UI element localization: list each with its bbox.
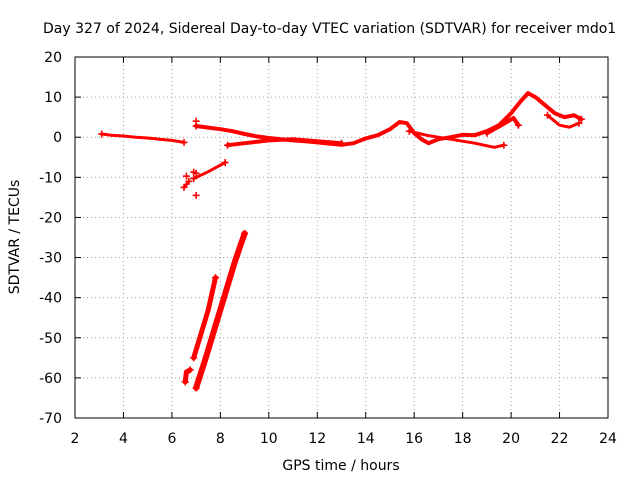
data-markers	[98, 111, 585, 392]
x-tick-label: 16	[405, 431, 423, 447]
series-arc-6	[545, 113, 581, 129]
y-tick-label: 10	[44, 90, 62, 106]
series-arc-2	[194, 91, 584, 147]
y-tick-label: -40	[39, 291, 62, 307]
x-tick-label: 4	[119, 431, 128, 447]
y-tick-label: -30	[39, 251, 62, 267]
x-tick-label: 22	[551, 431, 569, 447]
x-tick-label: 2	[71, 431, 80, 447]
x-tick-label: 20	[502, 431, 520, 447]
x-axis-label: GPS time / hours	[282, 458, 399, 474]
series-arc-11	[193, 230, 248, 391]
series-arc-7	[192, 161, 227, 180]
x-tick-label: 18	[454, 431, 472, 447]
axis-ticks	[74, 56, 609, 419]
series-arc-1	[100, 132, 186, 144]
series-arc-5	[484, 116, 521, 136]
y-tick-label: -70	[39, 411, 62, 427]
series-arc-10	[191, 275, 218, 361]
series-arc-3	[225, 137, 344, 148]
x-tick-label: 8	[216, 431, 225, 447]
x-tick-label: 14	[357, 431, 375, 447]
x-tick-label: 10	[260, 431, 278, 447]
x-tick-labels: 2 4 6 8 10 12 14 16 18 20 22 24	[71, 431, 617, 447]
series-arc-4	[407, 129, 506, 149]
y-tick-label: -60	[39, 371, 62, 387]
y-tick-labels: 20 10 0 -10 -20 -30 -40 -50 -60 -70	[39, 50, 62, 427]
chart-title: Day 327 of 2024, Sidereal Day-to-day VTE…	[43, 21, 616, 37]
data-series	[100, 91, 584, 391]
x-tick-label: 12	[308, 431, 326, 447]
y-tick-label: -20	[39, 210, 62, 226]
y-tick-label: 20	[44, 50, 62, 66]
y-tick-label: -10	[39, 170, 62, 186]
plot-frame	[74, 56, 609, 419]
y-tick-label: 0	[53, 130, 62, 146]
y-axis-label: SDTVAR / TECUs	[7, 180, 23, 295]
x-tick-label: 6	[167, 431, 176, 447]
grid	[75, 57, 608, 418]
x-tick-label: 24	[599, 431, 617, 447]
y-tick-label: -50	[39, 331, 62, 347]
